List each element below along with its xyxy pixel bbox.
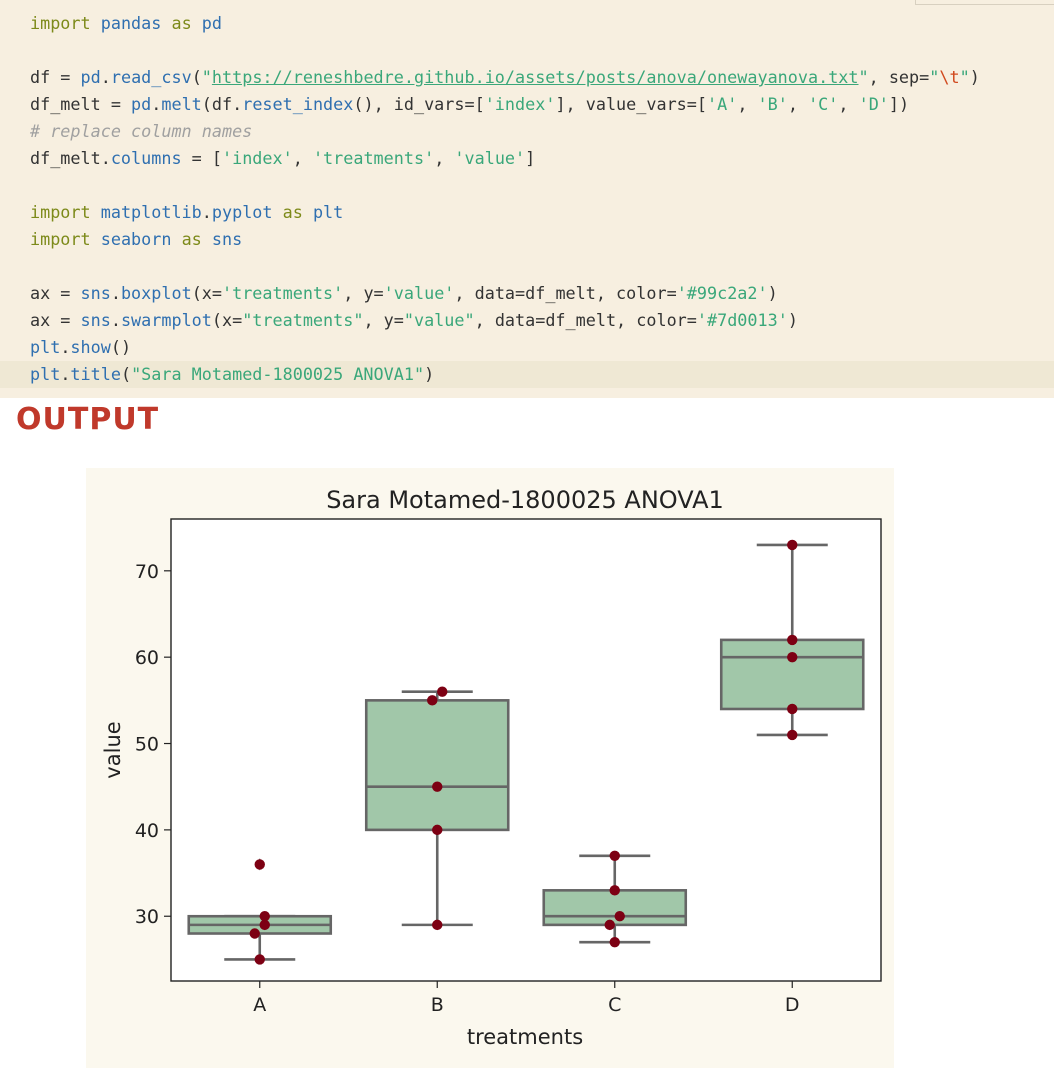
code-line: df = pd.read_csv("https://reneshbedre.gi… — [30, 67, 980, 87]
data-point-B — [432, 919, 443, 931]
data-point-C — [609, 850, 620, 861]
y-tick-label: 40 — [135, 820, 159, 842]
x-axis-label: treatments — [467, 1025, 583, 1049]
x-tick-label: C — [608, 994, 621, 1016]
data-point-D — [787, 634, 798, 646]
x-tick-label: A — [253, 994, 266, 1016]
x-tick-label: B — [431, 994, 444, 1016]
data-point-B — [432, 781, 443, 792]
data-point-C — [604, 919, 615, 931]
box-D — [719, 638, 865, 711]
chart-title: Sara Motamed-1800025 ANOVA1 — [326, 486, 724, 514]
code-line: plt.title("Sara Motamed-1800025 ANOVA1") — [30, 364, 435, 384]
code-line: df_melt.columns = ['index', 'treatments'… — [30, 148, 536, 168]
data-point-A — [259, 911, 270, 922]
data-point-C — [609, 885, 620, 896]
data-point-A — [249, 928, 260, 939]
code-line: plt.show() — [30, 337, 132, 357]
data-point-A — [254, 859, 265, 870]
boxplot-chart: Sara Motamed-1800025 ANOVA1 30 40 50 60 70 A B… — [101, 486, 882, 1049]
code-cell[interactable]: import pandas as pd df = pd.read_csv("htt… — [0, 0, 1054, 398]
code-line: ax = sns.swarmplot(x="treatments", y="va… — [30, 310, 798, 330]
data-point-C — [614, 911, 625, 922]
code-line: ax = sns.boxplot(x='treatments', y='valu… — [30, 283, 778, 303]
code-line: # replace column names — [30, 121, 253, 141]
data-point-B — [437, 686, 448, 697]
plot-frame — [170, 518, 882, 982]
y-tick-label: 70 — [135, 561, 159, 583]
data-point-A — [259, 919, 270, 931]
data-point-B — [427, 695, 438, 706]
y-tick-label: 60 — [135, 647, 159, 669]
box-B — [364, 699, 510, 832]
y-axis-label: value — [101, 721, 125, 778]
data-point-A — [254, 954, 265, 965]
active-line-highlight — [0, 361, 1054, 388]
x-tick-label: D — [785, 994, 800, 1016]
data-point-D — [787, 539, 798, 551]
y-tick-label: 50 — [135, 734, 159, 756]
cell-toolbar-edge — [915, 0, 1054, 5]
data-point-D — [787, 651, 798, 663]
code-line: import matplotlib.pyplot as plt — [30, 202, 344, 222]
data-point-D — [787, 703, 798, 715]
chart-panel: Sara Motamed-1800025 ANOVA1 30 40 50 60 70 A B… — [86, 468, 894, 1068]
output-heading: OUTPUT — [16, 402, 160, 437]
y-tick-label: 30 — [135, 906, 159, 928]
code-line: import seaborn as sns — [30, 229, 243, 249]
data-point-D — [787, 729, 798, 741]
data-point-B — [432, 824, 443, 836]
data-point-C — [609, 936, 620, 948]
code-line: import pandas as pd — [30, 13, 223, 33]
code-line: df_melt = pd.melt(df.reset_index(), id_v… — [30, 94, 910, 114]
